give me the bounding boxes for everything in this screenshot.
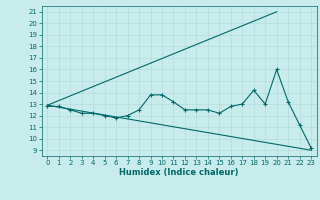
X-axis label: Humidex (Indice chaleur): Humidex (Indice chaleur): [119, 168, 239, 177]
